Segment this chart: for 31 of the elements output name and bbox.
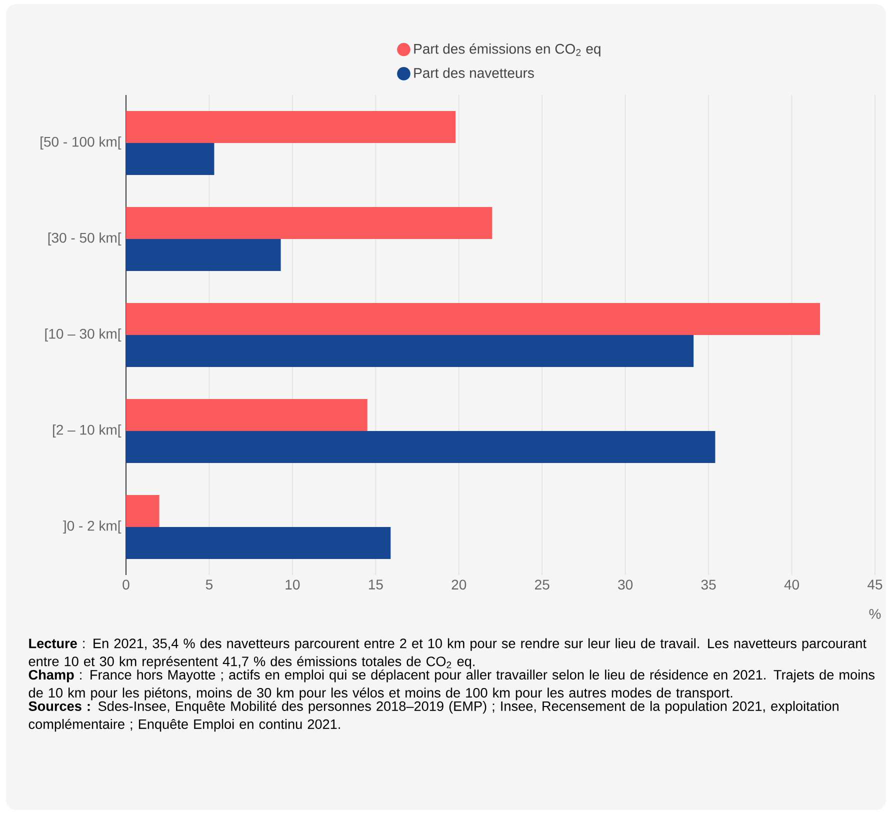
y-tick-label: [2 – 10 km[ [53, 424, 122, 438]
x-tick-label: 45 [868, 580, 882, 590]
bar [126, 334, 694, 367]
legend-label: Part des navetteurs [414, 68, 534, 78]
y-tick-label: [50 - 100 km[ [40, 136, 122, 150]
x-tick-label: 0 [122, 580, 130, 590]
text: Lecture : En 2021, 35,4 % des navetteurs parcourent entre 2 et 10 km pour se rendre sur leur lieu de travail. Les navetteurs parcourant entre 10 et 30 km représentent 41,7 % des émissions totales de CO$_{2}$ eq. [28, 638, 866, 669]
x-tick-label: 10 [286, 580, 300, 590]
bar [126, 494, 160, 527]
y-tick-label: [10 – 30 km[ [45, 328, 122, 342]
x-tick-label: 30 [618, 580, 633, 590]
bar [126, 143, 214, 175]
x-tick-label: 25 [535, 580, 550, 590]
bar [126, 239, 281, 271]
bar [126, 398, 368, 431]
bar [126, 526, 391, 559]
bar [126, 111, 456, 143]
bar [126, 207, 492, 239]
bar [126, 430, 716, 463]
text: Champ : France hors Mayotte ; actifs en emploi qui se déplacent pour aller travailler selon le lieu de résidence en 2021. Trajets de moins de 10 km pour les piétons, moins de 30 km pour les vélos et moins de 100 km pour les autres modes de transport. [28, 669, 875, 700]
text: Sources : Sdes-Insee, Enquête Mobilité des personnes 2018–2019 (EMP) ; Insee, Recensement de la population 2021, exploitation complémentaire ; Enquête Emploi en continu 2021. [28, 700, 838, 732]
x-tick-label: 35 [701, 580, 716, 590]
bar [126, 303, 820, 335]
y-tick-label: ]0 - 2 km[ [63, 520, 122, 534]
y-tick-label: [30 - 50 km[ [48, 232, 122, 246]
x-tick-label: 5 [206, 580, 213, 590]
legend-label: Part des émissions en CO$_{2}$ eq [414, 43, 600, 57]
x-tick-label: 40 [784, 580, 800, 590]
x-axis-title: % [869, 609, 881, 619]
x-tick-label: 15 [368, 580, 383, 590]
x-tick-label: 20 [452, 580, 466, 590]
